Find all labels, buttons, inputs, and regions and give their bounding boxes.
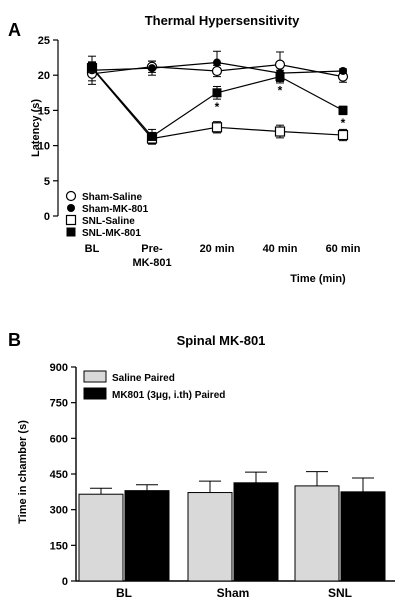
y-tick-label: 5 bbox=[44, 176, 50, 188]
panel-b-label: B bbox=[8, 330, 21, 350]
legend-label: SNL-MK-801 bbox=[82, 228, 141, 239]
data-point bbox=[337, 129, 349, 141]
chart-a-marks: * * * bbox=[86, 50, 349, 145]
significance-marker: * bbox=[215, 100, 220, 114]
data-point bbox=[212, 88, 222, 98]
data-point bbox=[148, 64, 156, 73]
legend-label: Sham-Saline bbox=[82, 192, 142, 203]
y-tick-label: 900 bbox=[50, 362, 68, 374]
x-tick-label: 40 min bbox=[263, 243, 298, 255]
y-tick-label: 25 bbox=[38, 35, 50, 47]
x-tick-label: 20 min bbox=[200, 243, 235, 255]
bar bbox=[124, 490, 170, 582]
y-tick-label: 750 bbox=[50, 398, 68, 410]
legend-swatch bbox=[83, 387, 107, 400]
panel-a-label: A bbox=[8, 20, 21, 40]
legend-label: SNL-Saline bbox=[82, 216, 135, 227]
legend-marker bbox=[65, 214, 77, 226]
chart-b-legend: Saline Paired MK801 (3μg, i.th) Paired bbox=[83, 370, 225, 401]
data-point bbox=[338, 105, 348, 115]
x-tick-label: BL bbox=[85, 243, 100, 255]
chart-a-title: Thermal Hypersensitivity bbox=[145, 13, 300, 28]
y-tick-label: 600 bbox=[50, 433, 68, 445]
data-point bbox=[274, 59, 286, 70]
legend-swatch bbox=[83, 370, 107, 383]
chart-b-ylabel: Time in chamber (s) bbox=[17, 420, 29, 524]
data-point bbox=[213, 58, 221, 67]
data-point bbox=[211, 65, 223, 77]
chart-a-legend: Sham-SalineSham-MK-801SNL-SalineSNL-MK-8… bbox=[65, 190, 149, 239]
panel-a: A Thermal Hypersensitivity Latency (s) T… bbox=[8, 13, 361, 285]
data-point bbox=[147, 131, 157, 141]
legend-marker bbox=[65, 190, 77, 202]
x-tick-label: 60 min bbox=[326, 243, 361, 255]
chart-a-axes: 0 5 10 15 20 25 BL Pre-MK-801 20 min 40 min 60 min bbox=[38, 35, 361, 269]
bar bbox=[294, 485, 340, 582]
data-point bbox=[211, 122, 223, 133]
chart-b-title: Spinal MK-801 bbox=[177, 333, 266, 348]
y-tick-label: 10 bbox=[38, 141, 50, 153]
y-tick-label: 15 bbox=[38, 105, 50, 117]
y-tick-label: 0 bbox=[44, 211, 50, 223]
x-tick-label: SNL bbox=[328, 586, 352, 600]
y-tick-label: 150 bbox=[50, 540, 68, 552]
x-tick-label: Pre-MK-801 bbox=[132, 243, 171, 269]
legend-label: Sham-MK-801 bbox=[82, 204, 149, 215]
data-point bbox=[274, 126, 286, 137]
legend-marker bbox=[66, 227, 76, 237]
bar bbox=[78, 493, 124, 582]
legend-label: Saline Paired bbox=[112, 373, 175, 384]
data-point bbox=[275, 72, 285, 82]
y-tick-label: 450 bbox=[50, 469, 68, 481]
bar bbox=[340, 491, 386, 582]
x-tick-label: BL bbox=[116, 586, 132, 600]
bar bbox=[187, 492, 233, 582]
y-tick-label: 20 bbox=[38, 70, 50, 82]
legend-label: MK801 (3μg, i.th) Paired bbox=[112, 390, 225, 401]
significance-marker: * bbox=[341, 116, 346, 130]
x-tick-label: Sham bbox=[217, 586, 250, 600]
chart-b-marks bbox=[78, 471, 386, 582]
bar bbox=[233, 482, 279, 582]
panel-b: B Spinal MK-801 Time in chamber (s) 0 150… bbox=[8, 330, 395, 600]
legend-marker bbox=[67, 204, 75, 212]
y-tick-label: 300 bbox=[50, 505, 68, 517]
chart-a-ylabel: Latency (s) bbox=[30, 99, 42, 157]
significance-marker: * bbox=[278, 84, 283, 98]
y-tick-label: 0 bbox=[62, 576, 68, 588]
data-point bbox=[87, 62, 97, 72]
chart-a-xlabel: Time (min) bbox=[290, 273, 346, 285]
data-point bbox=[339, 66, 347, 75]
